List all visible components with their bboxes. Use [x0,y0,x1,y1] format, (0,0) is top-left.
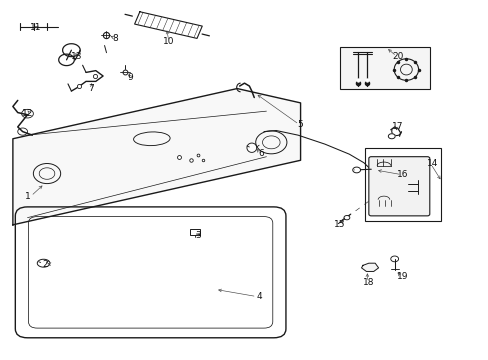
Text: 3: 3 [195,231,201,240]
Text: 19: 19 [396,272,408,281]
Text: 18: 18 [363,278,374,287]
Text: 8: 8 [112,34,118,43]
Polygon shape [13,89,300,225]
Text: 7: 7 [88,84,94,93]
Text: 4: 4 [256,292,262,301]
Bar [339,47,429,89]
Text: 12: 12 [22,109,33,118]
Text: 13: 13 [70,52,82,61]
Text: 17: 17 [391,122,403,131]
Text: 5: 5 [297,120,303,129]
Polygon shape [361,263,378,271]
Text: 16: 16 [396,170,408,179]
Text: 6: 6 [258,149,264,158]
FancyBboxPatch shape [368,157,429,216]
Text: 14: 14 [426,159,437,168]
Text: 11: 11 [30,23,41,32]
Text: 20: 20 [391,52,403,61]
Text: 1: 1 [24,192,30,201]
Text: 9: 9 [127,73,133,82]
Text: 15: 15 [333,220,345,229]
Bar [365,148,440,221]
Text: 10: 10 [163,37,174,46]
Text: 2: 2 [42,260,48,269]
Polygon shape [134,12,202,39]
Bar [189,229,199,235]
